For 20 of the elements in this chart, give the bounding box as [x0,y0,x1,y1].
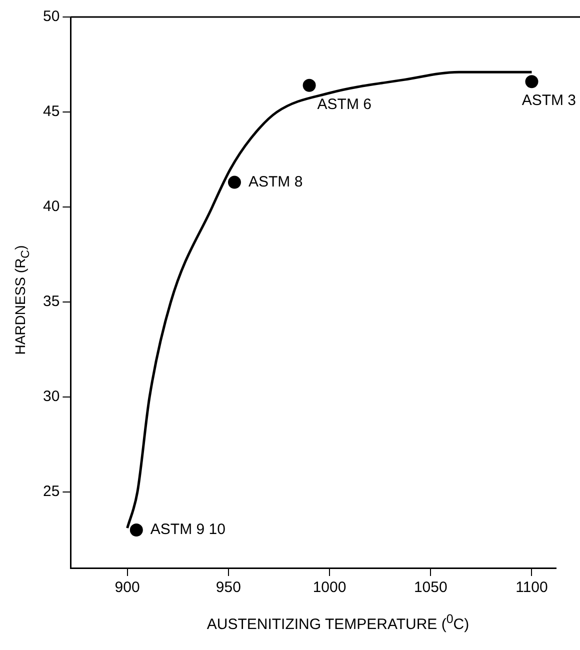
annotation: ASTM 3 [522,92,576,110]
x-tick-label: 1100 [516,579,548,596]
y-tick-label: 25 [42,483,60,500]
point [130,524,143,536]
y-tick-label: 45 [42,103,60,120]
x-tick-label: 900 [114,579,140,596]
x-axis-title: AUSTENITIZING TEMPERATURE ($^{0}$C) [206,612,470,633]
x-tick-label: 1000 [312,579,346,596]
point [228,176,241,189]
point [302,78,316,92]
point [525,75,538,88]
y-tick-label: 40 [42,198,60,216]
y-tick-label: 35 [42,293,60,310]
annotation: ASTM 6 [317,96,372,114]
annotation: ASTM 9 10 [150,521,226,538]
annotation: ASTM 8 [248,173,303,190]
y-tick-label: 30 [42,388,60,406]
y-tick-label: 50 [42,8,60,26]
x-tick-label: 950 [216,579,241,596]
x-tick-label: 1050 [414,579,448,596]
